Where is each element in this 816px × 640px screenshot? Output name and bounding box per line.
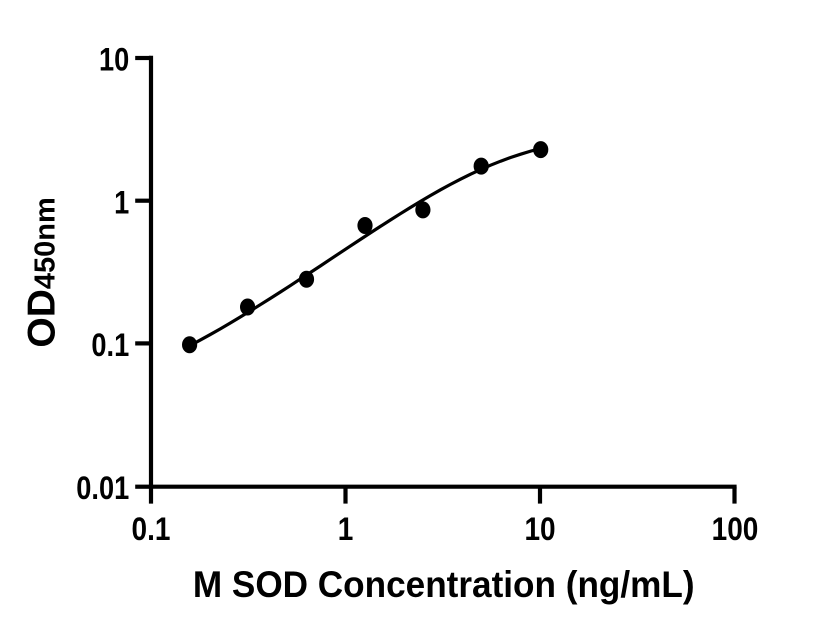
svg-text:1: 1 bbox=[338, 512, 354, 547]
svg-text:10: 10 bbox=[99, 43, 129, 79]
svg-text:10: 10 bbox=[524, 512, 555, 547]
svg-text:0.01: 0.01 bbox=[76, 471, 129, 507]
svg-text:0.1: 0.1 bbox=[91, 328, 129, 364]
svg-text:0.1: 0.1 bbox=[132, 512, 171, 547]
svg-text:M SOD Concentration (ng/mL): M SOD Concentration (ng/mL) bbox=[193, 563, 695, 605]
svg-text:OD450nm: OD450nm bbox=[21, 197, 64, 347]
svg-text:1: 1 bbox=[114, 185, 129, 221]
svg-text:100: 100 bbox=[712, 512, 759, 547]
